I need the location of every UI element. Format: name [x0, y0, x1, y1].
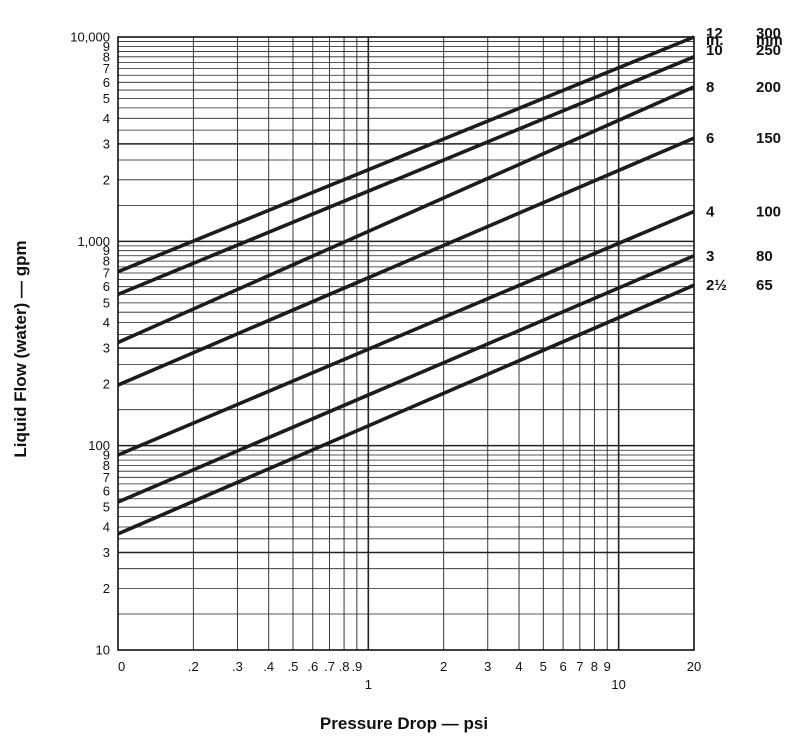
- y-tick-label: 8: [103, 254, 110, 269]
- series-line-8in: [117, 85, 695, 345]
- x-tick-label: 2: [440, 659, 447, 674]
- size-header-in: in.: [706, 32, 724, 49]
- y-tick-label: 100: [88, 438, 110, 453]
- size-label-mm: 250: [756, 42, 781, 59]
- x-tick-label: .4: [263, 659, 274, 674]
- y-tick-label: 5: [103, 295, 110, 310]
- x-tick-label: .3: [232, 659, 243, 674]
- x-tick-label: .6: [307, 659, 318, 674]
- x-tick-label: 3: [484, 659, 491, 674]
- y-tick-label: 8: [103, 458, 110, 473]
- series-line-3in: [117, 254, 695, 504]
- size-label-mm: 200: [756, 79, 781, 96]
- x-tick-label: .9: [351, 659, 362, 674]
- y-tick-label: 5: [103, 91, 110, 106]
- y-tick-label: 10,000: [70, 30, 110, 45]
- x-tick-label: 8: [591, 659, 598, 674]
- size-label-in: 4: [706, 203, 715, 220]
- y-tick-label: 10: [96, 643, 110, 658]
- size-label-mm: 65: [756, 277, 773, 294]
- size-label-in: 3: [706, 248, 714, 265]
- y-tick-label: 3: [103, 545, 110, 560]
- y-tick-label: 5: [103, 500, 110, 515]
- size-label-in: 2½: [706, 277, 727, 294]
- y-tick-label: 4: [103, 111, 110, 126]
- x-tick-label: .7: [324, 659, 335, 674]
- y-tick-label: 6: [103, 483, 110, 498]
- x-tick-label: 6: [559, 659, 566, 674]
- series-lines: [117, 35, 695, 536]
- y-tick-label: 6: [103, 75, 110, 90]
- grid-minor: [118, 37, 694, 650]
- y-tick-label: 3: [103, 341, 110, 356]
- y-tick-label: 4: [103, 315, 110, 330]
- size-labels: in. mm 12 300 10 250 8 200 6 150 4 100 3 80 2½ 65: [706, 25, 783, 294]
- plot-frame: [117, 36, 695, 651]
- series-line-12in: [117, 35, 695, 274]
- x-decade-label: 10: [611, 677, 625, 692]
- y-tick-label: 2: [103, 172, 110, 187]
- series-line-2in: [117, 283, 695, 536]
- x-tick-labels: 0 .2 .3 .4 .5 .6 .7 .8.9 2 3 4 5 6 7 8 9 20 1 10: [118, 659, 701, 692]
- x-tick-label: 9: [604, 659, 611, 674]
- y-tick-label: 1,000: [77, 234, 110, 249]
- x-tick-label: 4: [515, 659, 522, 674]
- y-axis-title: Liquid Flow (water) — gpm: [11, 240, 30, 457]
- y-tick-label: 9: [103, 448, 110, 463]
- series-line-4in: [117, 209, 695, 457]
- x-tick-label: .5: [288, 659, 299, 674]
- x-tick-label: 0: [118, 659, 125, 674]
- x-decade-label: 1: [365, 677, 372, 692]
- y-tick-label: 7: [103, 61, 110, 76]
- y-tick-label: 2: [103, 377, 110, 392]
- size-label-in: 12: [706, 25, 723, 42]
- size-header-mm: mm: [756, 32, 783, 49]
- x-axis-title: Pressure Drop — psi: [320, 714, 488, 733]
- grid-major: [118, 37, 694, 650]
- y-tick-label: 2: [103, 581, 110, 596]
- series-line-6in: [117, 136, 695, 387]
- x-tick-label: 5: [540, 659, 547, 674]
- x-tick-label: 7: [576, 659, 583, 674]
- size-label-in: 10: [706, 42, 723, 59]
- x-tick-label: .8: [339, 659, 350, 674]
- y-tick-label: 9: [103, 39, 110, 54]
- x-tick-label: 20: [687, 659, 701, 674]
- size-label-mm: 80: [756, 248, 773, 265]
- y-tick-label: 8: [103, 49, 110, 64]
- size-label-mm: 300: [756, 25, 781, 42]
- size-label-in: 6: [706, 130, 714, 147]
- size-label-mm: 100: [756, 203, 781, 220]
- y-tick-label: 6: [103, 279, 110, 294]
- y-tick-label: 7: [103, 265, 110, 280]
- y-tick-label: 3: [103, 136, 110, 151]
- y-tick-label: 9: [103, 243, 110, 258]
- x-tick-label: .2: [188, 659, 199, 674]
- size-label-mm: 150: [756, 130, 781, 147]
- series-line-10in: [117, 55, 695, 297]
- y-tick-label: 4: [103, 519, 110, 534]
- size-label-in: 8: [706, 79, 714, 96]
- y-tick-label: 7: [103, 470, 110, 485]
